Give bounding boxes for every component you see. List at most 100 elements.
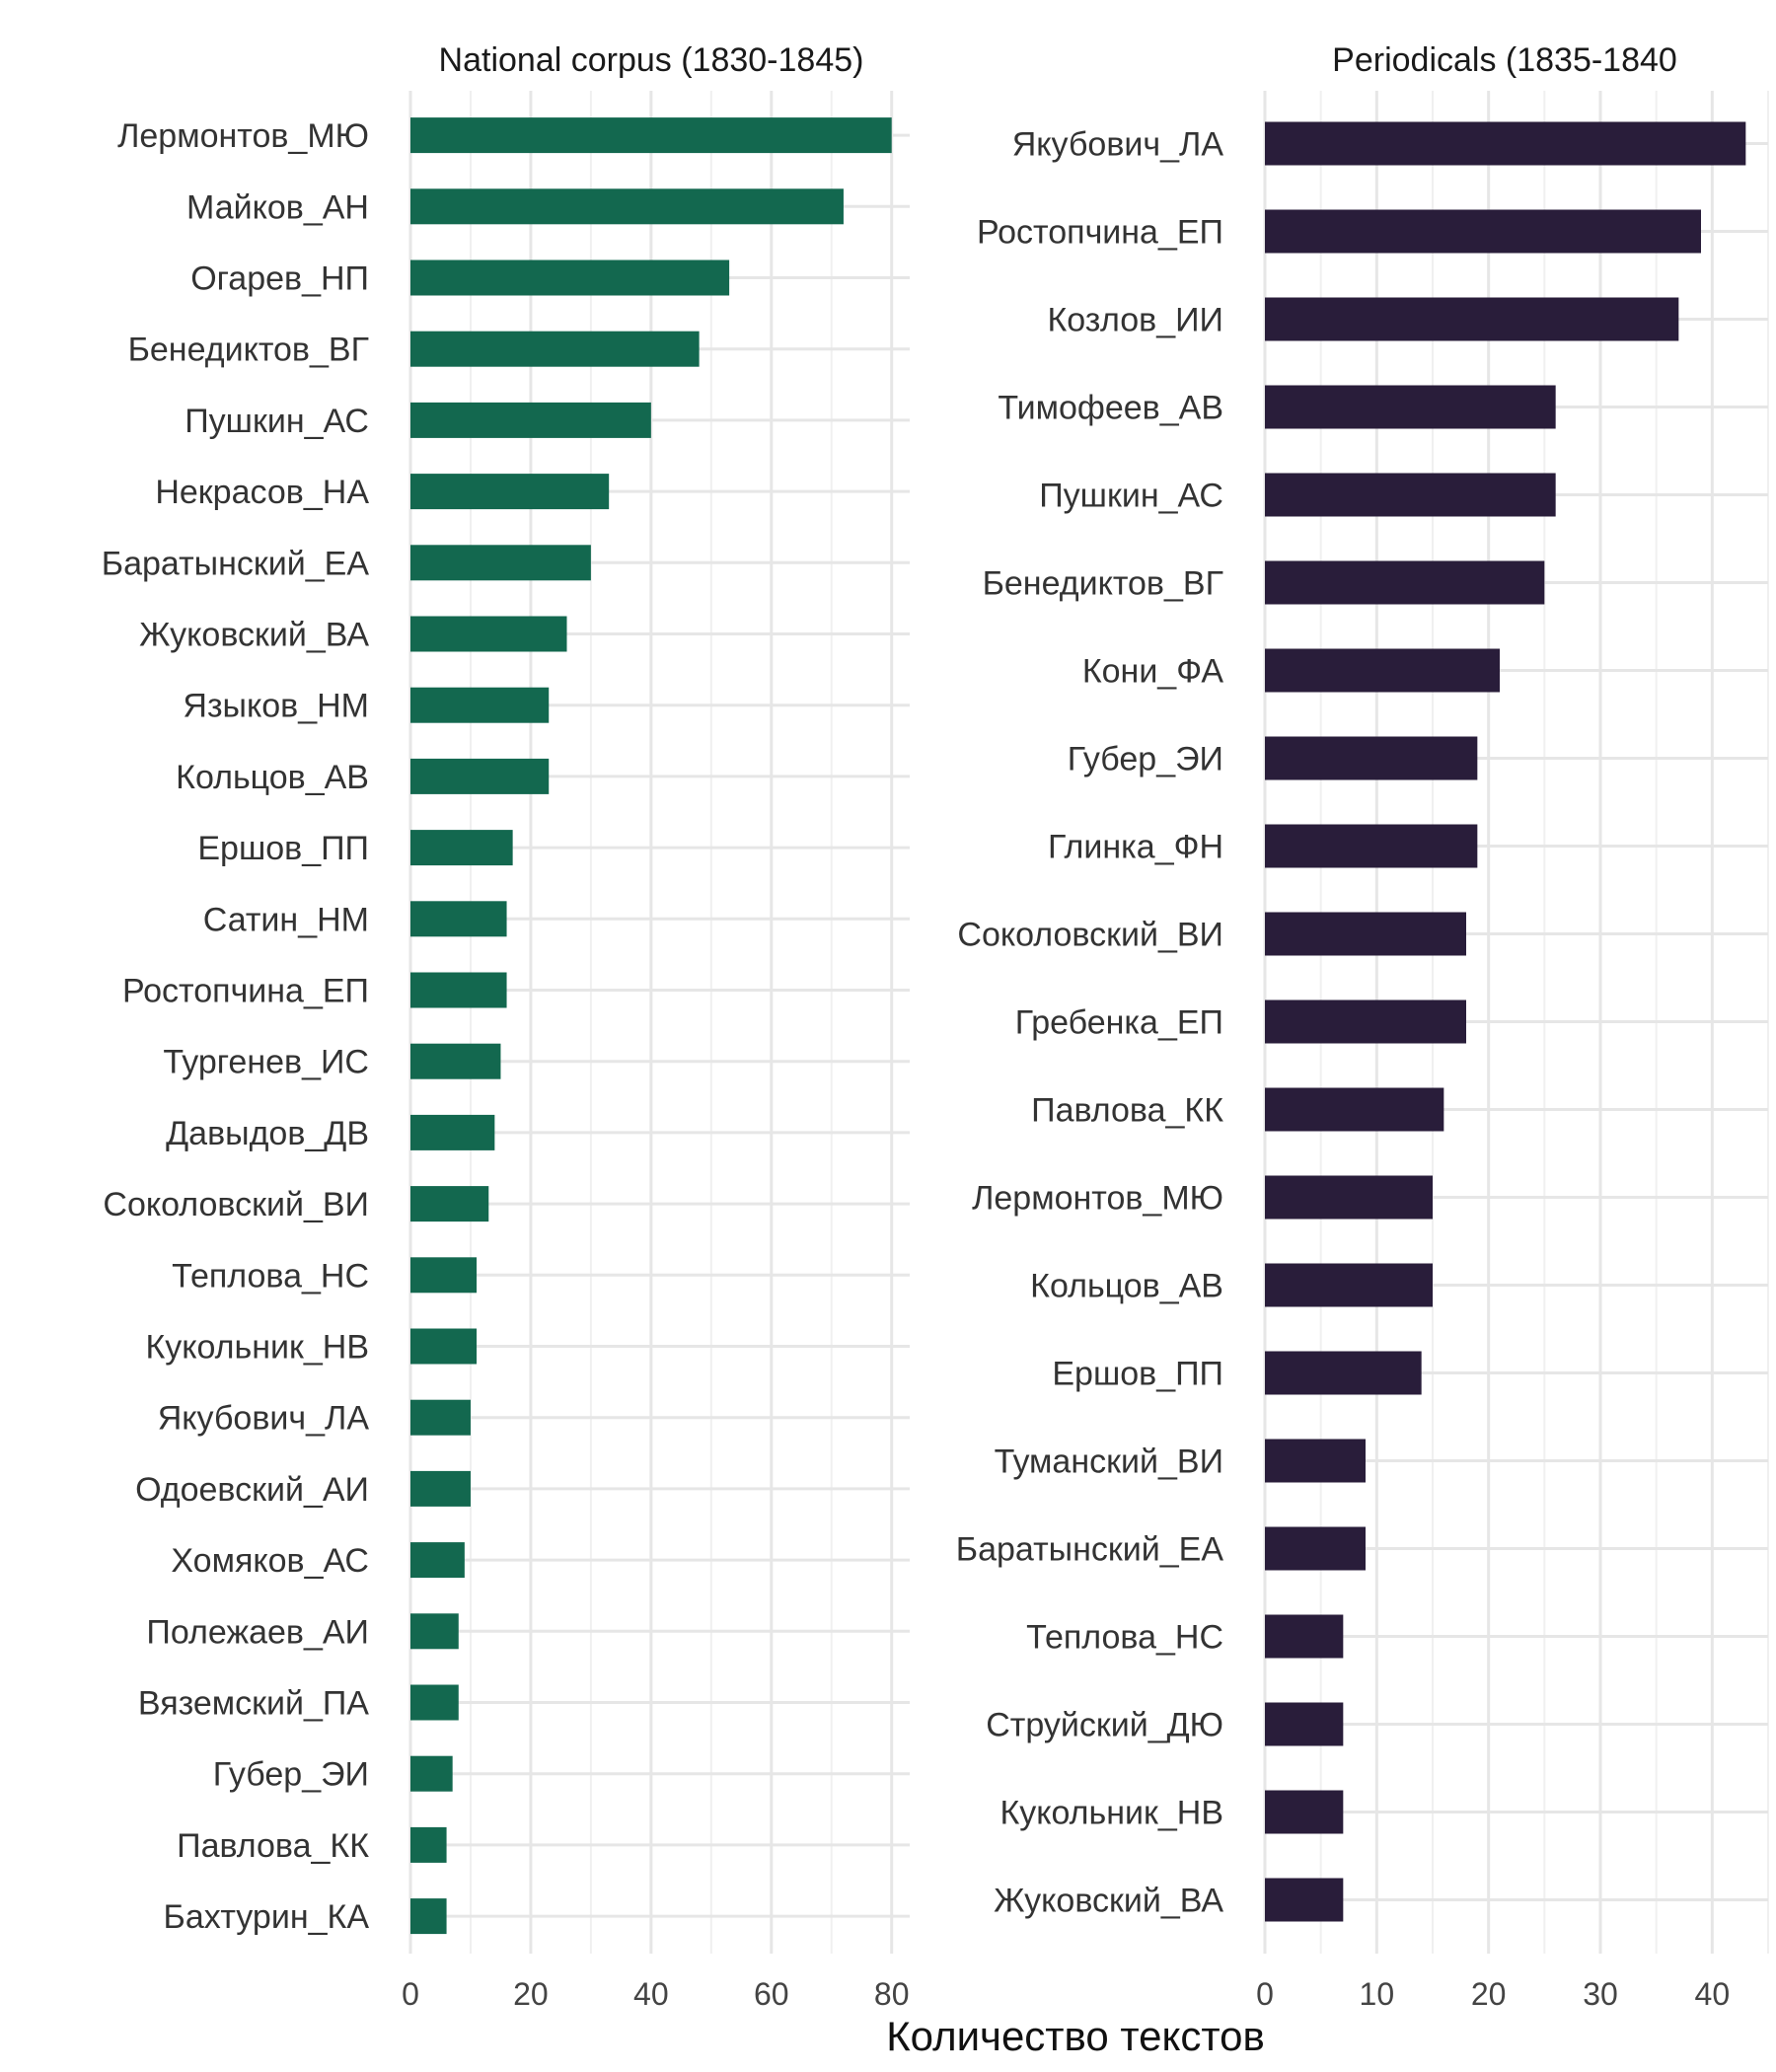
category-label: Одоевский_АИ: [135, 1471, 369, 1509]
category-label: Бахтурин_КА: [164, 1898, 370, 1936]
panel-title: National corpus (1830-1845): [439, 41, 864, 79]
bar[interactable]: [410, 1684, 459, 1721]
category-label: Давыдов_ДВ: [166, 1115, 369, 1152]
category-label: Кукольник_НВ: [145, 1329, 369, 1367]
bar[interactable]: [410, 545, 591, 581]
bar[interactable]: [1265, 385, 1556, 429]
bar[interactable]: [410, 758, 550, 794]
category-label: Сатин_НМ: [203, 901, 369, 938]
category-label: Ростопчина_ЕП: [977, 214, 1223, 252]
bar[interactable]: [410, 1542, 465, 1579]
bar[interactable]: [410, 1186, 489, 1222]
x-tick-label: 60: [754, 1976, 789, 2012]
category-label: Тимофеев_АВ: [998, 390, 1223, 427]
bar[interactable]: [1265, 297, 1679, 341]
bar[interactable]: [410, 1043, 501, 1079]
bar[interactable]: [410, 1328, 478, 1365]
bar[interactable]: [1265, 560, 1545, 605]
bar[interactable]: [1265, 912, 1466, 956]
category-label: Ершов_ПП: [1052, 1356, 1223, 1393]
category-label: Соколовский_ВИ: [957, 917, 1223, 954]
x-tick-label: 20: [513, 1976, 549, 2012]
bar[interactable]: [410, 1826, 447, 1863]
category-label: Огарев_НП: [190, 260, 369, 298]
category-label: Баратынский_ЕА: [956, 1531, 1224, 1569]
category-label: Губер_ЭИ: [213, 1756, 369, 1794]
category-label: Пушкин_АС: [1039, 478, 1223, 515]
category-label: Жуковский_ВА: [994, 1883, 1223, 1920]
bar[interactable]: [1265, 473, 1556, 517]
category-label: Павлова_КК: [177, 1827, 369, 1865]
bar[interactable]: [1265, 209, 1701, 254]
x-axis-title: Количество текстов: [886, 2013, 1265, 2059]
bar[interactable]: [410, 188, 844, 225]
category-label: Теплова_НС: [172, 1257, 369, 1295]
category-label: Кони_ФА: [1082, 653, 1223, 691]
category-label: Кукольник_НВ: [999, 1795, 1223, 1832]
bar[interactable]: [410, 402, 651, 438]
bar[interactable]: [1265, 1351, 1422, 1395]
bar[interactable]: [410, 830, 513, 866]
category-label: Тургенев_ИС: [163, 1044, 369, 1081]
category-label: Якубович_ЛА: [158, 1400, 370, 1438]
panel-title: Periodicals (1835-1840: [1332, 41, 1677, 79]
bar[interactable]: [1265, 736, 1478, 780]
category-label: Лермонтов_МЮ: [117, 117, 369, 155]
category-label: Гребенка_ЕП: [1015, 1004, 1223, 1042]
bar[interactable]: [410, 1470, 471, 1507]
bar[interactable]: [1265, 1175, 1433, 1220]
x-tick-label: 80: [874, 1976, 910, 2012]
bar[interactable]: [410, 1399, 471, 1436]
bar[interactable]: [410, 331, 700, 367]
category-label: Пушкин_АС: [185, 403, 369, 440]
category-label: Ростопчина_ЕП: [122, 973, 369, 1010]
category-label: Теплова_НС: [1026, 1619, 1223, 1657]
bar[interactable]: [1265, 1702, 1344, 1746]
category-label: Струйский_ДЮ: [986, 1707, 1223, 1744]
bar[interactable]: [1265, 1087, 1444, 1132]
category-label: Козлов_ИИ: [1047, 302, 1223, 339]
bar[interactable]: [410, 1613, 459, 1650]
bar[interactable]: [1265, 1878, 1344, 1922]
bar[interactable]: [410, 616, 567, 652]
category-label: Хомяков_АС: [171, 1542, 369, 1580]
bar[interactable]: [410, 1898, 447, 1935]
bar[interactable]: [1265, 1439, 1366, 1483]
bar[interactable]: [1265, 648, 1500, 693]
x-tick-label: 40: [1695, 1976, 1731, 2012]
bar[interactable]: [1265, 1263, 1433, 1307]
category-label: Языков_НМ: [183, 688, 369, 725]
bar[interactable]: [1265, 1790, 1344, 1834]
bar[interactable]: [1265, 999, 1466, 1044]
category-label: Бенедиктов_ВГ: [128, 332, 369, 369]
bar[interactable]: [410, 474, 610, 510]
category-label: Губер_ЭИ: [1068, 741, 1223, 778]
category-label: Бенедиктов_ВГ: [983, 565, 1223, 603]
bar[interactable]: [410, 117, 892, 154]
category-label: Жуковский_ВА: [139, 617, 369, 654]
bar[interactable]: [1265, 824, 1478, 868]
bar[interactable]: [410, 259, 730, 296]
bar[interactable]: [1265, 1526, 1366, 1571]
bar[interactable]: [410, 1114, 495, 1150]
bar[interactable]: [410, 901, 507, 937]
category-label: Ершов_ПП: [197, 830, 369, 867]
bar[interactable]: [410, 1257, 478, 1294]
bar[interactable]: [410, 972, 507, 1008]
category-label: Туманский_ВИ: [995, 1443, 1223, 1481]
bar[interactable]: [410, 687, 550, 723]
category-label: Якубович_ЛА: [1012, 126, 1224, 164]
category-label: Соколовский_ВИ: [103, 1186, 369, 1223]
bar[interactable]: [1265, 1614, 1344, 1659]
x-tick-label: 0: [402, 1976, 419, 2012]
category-label: Глинка_ФН: [1048, 829, 1223, 866]
bar[interactable]: [1265, 121, 1746, 166]
category-label: Вяземский_ПА: [138, 1685, 369, 1723]
x-tick-label: 10: [1360, 1976, 1395, 2012]
category-label: Баратынский_ЕА: [102, 545, 370, 582]
category-label: Майков_АН: [186, 188, 369, 226]
category-label: Кольцов_АВ: [1030, 1268, 1223, 1305]
bar[interactable]: [410, 1755, 453, 1792]
